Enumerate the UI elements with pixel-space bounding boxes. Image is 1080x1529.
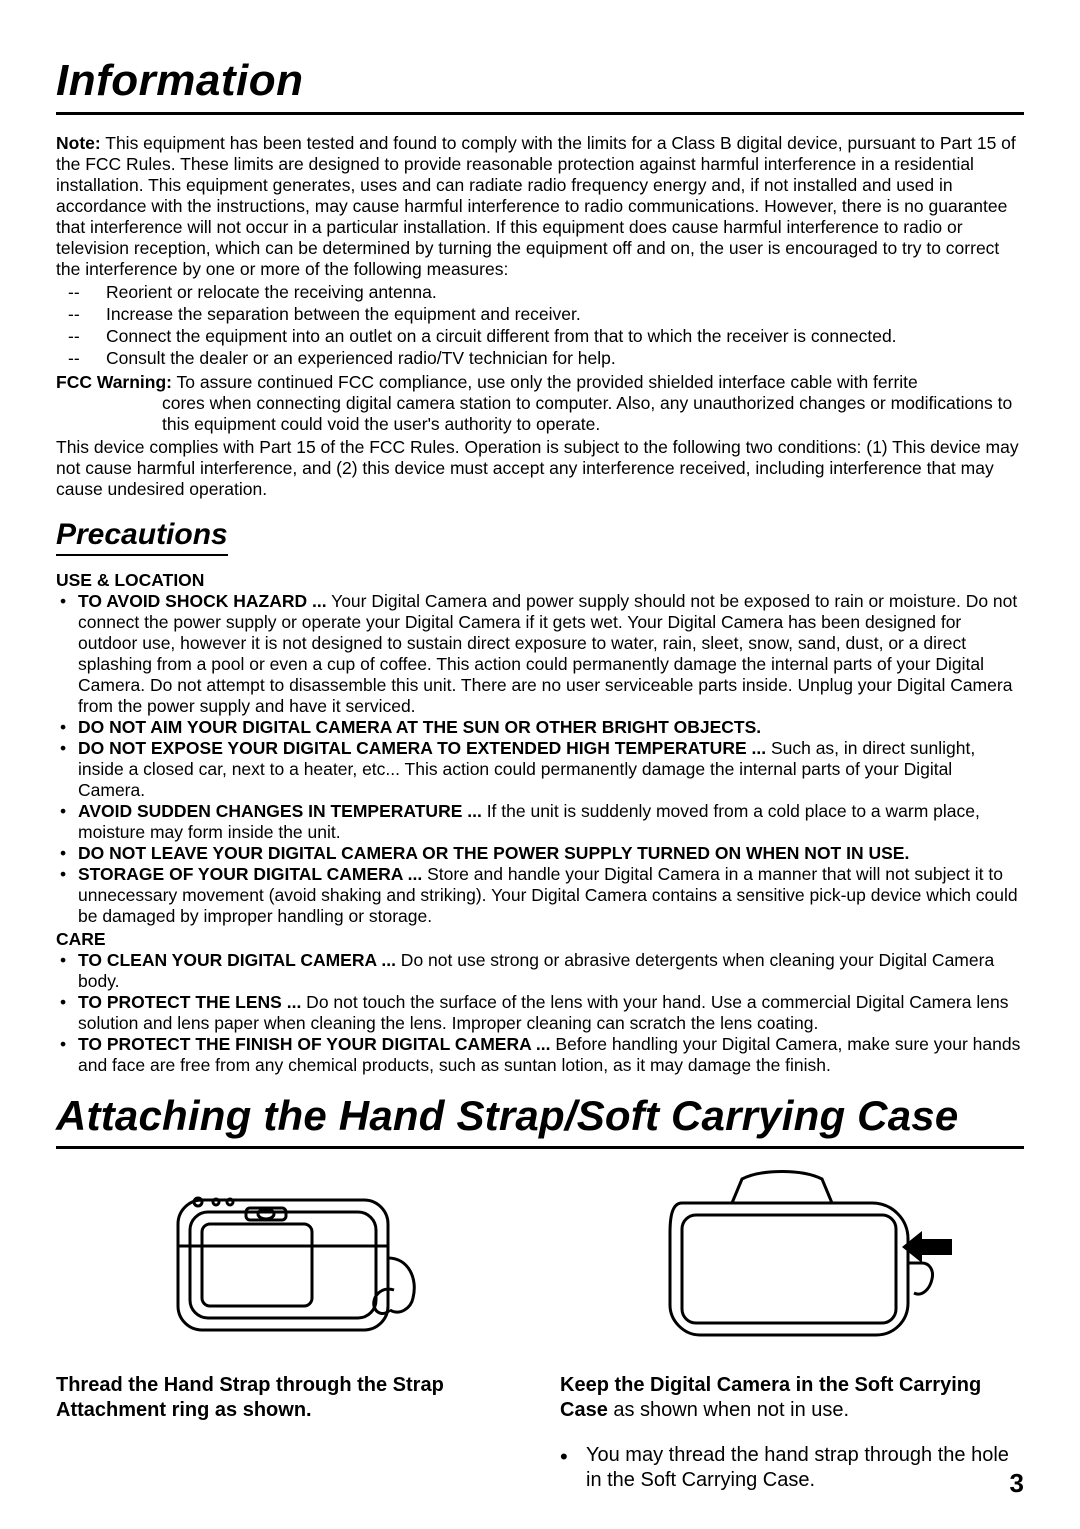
- dash-icon: --: [56, 348, 106, 370]
- hand-strap-illustration: [56, 1163, 520, 1363]
- page-title-attach: Attaching the Hand Strap/Soft Carrying C…: [56, 1092, 1024, 1149]
- precaution-bold: TO PROTECT THE LENS ...: [78, 992, 301, 1012]
- note-paragraph: Note: This equipment has been tested and…: [56, 133, 1024, 280]
- bullet-icon: •: [60, 1034, 78, 1076]
- page-number: 3: [1010, 1468, 1024, 1499]
- bullet-icon: •: [60, 950, 78, 992]
- precaution-bold: DO NOT AIM YOUR DIGITAL CAMERA AT THE SU…: [78, 717, 761, 737]
- fcc-warning: FCC Warning: To assure continued FCC com…: [56, 372, 1024, 435]
- measure-text: Connect the equipment into an outlet on …: [106, 326, 897, 348]
- precaution-item: •TO PROTECT THE FINISH OF YOUR DIGITAL C…: [60, 1034, 1024, 1076]
- fcc-line1: To assure continued FCC compliance, use …: [172, 372, 918, 392]
- soft-case-illustration: [560, 1163, 1024, 1363]
- precaution-item: •DO NOT AIM YOUR DIGITAL CAMERA AT THE S…: [60, 717, 1024, 738]
- care-list: •TO CLEAN YOUR DIGITAL CAMERA ... Do not…: [56, 950, 1024, 1076]
- fcc-label: FCC Warning:: [56, 372, 172, 392]
- bullet-icon: •: [60, 843, 78, 864]
- bullet-icon: •: [60, 717, 78, 738]
- measures-list: --Reorient or relocate the receiving ant…: [56, 282, 1024, 370]
- note-label: Note:: [56, 133, 101, 153]
- page-title-information: Information: [56, 56, 1024, 115]
- measure-item: --Consult the dealer or an experienced r…: [56, 348, 1024, 370]
- precaution-item: •DO NOT EXPOSE YOUR DIGITAL CAMERA TO EX…: [60, 738, 1024, 801]
- bullet-icon: •: [60, 591, 78, 717]
- attach-columns: Thread the Hand Strap through the Strap …: [56, 1163, 1024, 1493]
- precaution-bold: STORAGE OF YOUR DIGITAL CAMERA ...: [78, 864, 422, 884]
- precaution-bold: TO AVOID SHOCK HAZARD ...: [78, 591, 327, 611]
- use-location-list: •TO AVOID SHOCK HAZARD ... Your Digital …: [56, 591, 1024, 927]
- precaution-bold: DO NOT EXPOSE YOUR DIGITAL CAMERA TO EXT…: [78, 738, 766, 758]
- measure-item: --Reorient or relocate the receiving ant…: [56, 282, 1024, 304]
- measure-text: Reorient or relocate the receiving anten…: [106, 282, 437, 304]
- precaution-bold: DO NOT LEAVE YOUR DIGITAL CAMERA OR THE …: [78, 843, 909, 863]
- right-sub-bullet: • You may thread the hand strap through …: [560, 1443, 1024, 1493]
- measure-item: --Increase the separation between the eq…: [56, 304, 1024, 326]
- precaution-item: •DO NOT LEAVE YOUR DIGITAL CAMERA OR THE…: [60, 843, 1024, 864]
- right-bullet-text: You may thread the hand strap through th…: [586, 1443, 1024, 1493]
- precaution-item: •STORAGE OF YOUR DIGITAL CAMERA ... Stor…: [60, 864, 1024, 927]
- bullet-icon: •: [560, 1443, 586, 1493]
- measure-text: Increase the separation between the equi…: [106, 304, 581, 326]
- precaution-item: •TO CLEAN YOUR DIGITAL CAMERA ... Do not…: [60, 950, 1024, 992]
- compliance-paragraph: This device complies with Part 15 of the…: [56, 437, 1024, 500]
- precaution-bold: TO CLEAN YOUR DIGITAL CAMERA ...: [78, 950, 396, 970]
- left-column: Thread the Hand Strap through the Strap …: [56, 1163, 520, 1493]
- use-location-head: USE & LOCATION: [56, 570, 1024, 591]
- measure-text: Consult the dealer or an experienced rad…: [106, 348, 616, 370]
- precaution-item: •TO PROTECT THE LENS ... Do not touch th…: [60, 992, 1024, 1034]
- precautions-heading: Precautions: [56, 518, 228, 556]
- bullet-icon: •: [60, 992, 78, 1034]
- note-body: This equipment has been tested and found…: [56, 133, 1016, 279]
- fcc-line2: cores when connecting digital camera sta…: [56, 393, 1024, 435]
- left-caption: Thread the Hand Strap through the Strap …: [56, 1373, 520, 1423]
- right-caption-tail: as shown when not in use.: [608, 1399, 849, 1421]
- precaution-bold: AVOID SUDDEN CHANGES IN TEMPERATURE ...: [78, 801, 482, 821]
- dash-icon: --: [56, 326, 106, 348]
- right-column: Keep the Digital Camera in the Soft Carr…: [560, 1163, 1024, 1493]
- precaution-item: •TO AVOID SHOCK HAZARD ... Your Digital …: [60, 591, 1024, 717]
- bullet-icon: •: [60, 801, 78, 843]
- dash-icon: --: [56, 282, 106, 304]
- bullet-icon: •: [60, 864, 78, 927]
- right-caption: Keep the Digital Camera in the Soft Carr…: [560, 1373, 1024, 1423]
- left-caption-bold: Thread the Hand Strap through the Strap …: [56, 1374, 444, 1421]
- bullet-icon: •: [60, 738, 78, 801]
- dash-icon: --: [56, 304, 106, 326]
- care-head: CARE: [56, 929, 1024, 950]
- precaution-bold: TO PROTECT THE FINISH OF YOUR DIGITAL CA…: [78, 1034, 551, 1054]
- measure-item: --Connect the equipment into an outlet o…: [56, 326, 1024, 348]
- precaution-item: •AVOID SUDDEN CHANGES IN TEMPERATURE ...…: [60, 801, 1024, 843]
